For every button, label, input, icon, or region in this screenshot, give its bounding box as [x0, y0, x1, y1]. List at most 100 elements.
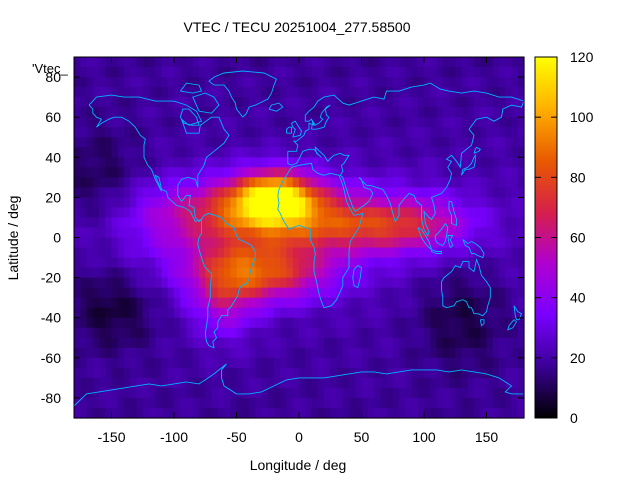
heatmap-cell: [155, 117, 163, 128]
heatmap-cell: [380, 57, 388, 68]
heatmap-cell: [355, 347, 363, 359]
heatmap-cell: [186, 127, 194, 138]
heatmap-cell: [199, 77, 206, 88]
heatmap-cell: [430, 207, 438, 219]
heatmap-cell: [117, 237, 125, 249]
heatmap-cell: [486, 277, 494, 289]
heatmap-cell: [486, 387, 494, 399]
heatmap-cell: [311, 397, 319, 409]
heatmap-cell: [480, 377, 488, 389]
heatmap-cell: [199, 287, 206, 299]
heatmap-cell: [299, 307, 306, 319]
heatmap-cell: [305, 197, 313, 209]
heatmap-cell: [130, 227, 138, 239]
heatmap-cell: [211, 407, 219, 419]
heatmap-cell: [499, 57, 506, 68]
heatmap-cell: [255, 87, 263, 98]
heatmap-cell: [167, 227, 175, 239]
heatmap-cell: [211, 337, 219, 349]
heatmap-cell: [299, 127, 306, 138]
australia-coast: [441, 258, 491, 317]
heatmap-cell: [286, 87, 294, 98]
heatmap-cell: [355, 307, 363, 319]
heatmap-cell: [280, 397, 288, 409]
heatmap-cell: [449, 257, 456, 269]
heatmap-cell: [436, 137, 444, 148]
heatmap-cell: [324, 167, 331, 178]
heatmap-cell: [117, 327, 125, 339]
heatmap-cell: [324, 247, 331, 259]
heatmap-cell: [311, 237, 319, 249]
heatmap-cell: [455, 307, 463, 319]
heatmap-cell: [349, 167, 356, 178]
heatmap-cell: [442, 297, 450, 309]
heatmap-cell: [311, 207, 319, 219]
heatmap-cell: [92, 117, 100, 128]
heatmap-cell: [286, 247, 294, 259]
heatmap-cell: [74, 147, 81, 158]
heatmap-cell: [236, 237, 244, 249]
heatmap-cell: [511, 207, 519, 219]
heatmap-cell: [361, 377, 369, 389]
heatmap-cell: [261, 257, 269, 269]
heatmap-cell: [374, 247, 381, 259]
heatmap-cell: [167, 317, 175, 329]
heatmap-cell: [367, 187, 375, 198]
heatmap-cell: [405, 267, 413, 279]
heatmap-cell: [349, 197, 356, 209]
heatmap-cell: [274, 117, 281, 128]
heatmap-cell: [361, 267, 369, 279]
heatmap-cell: [105, 267, 113, 279]
heatmap-cell: [130, 117, 138, 128]
heatmap-cell: [292, 267, 300, 279]
heatmap-cell: [111, 287, 119, 299]
heatmap-cell: [424, 377, 431, 389]
heatmap-cell: [380, 347, 388, 359]
heatmap-cell: [280, 377, 288, 389]
heatmap-cell: [286, 227, 294, 239]
heatmap-cell: [205, 247, 213, 259]
heatmap-cell: [74, 127, 81, 138]
heatmap-cell: [311, 287, 319, 299]
heatmap-cell: [161, 357, 169, 369]
heatmap-cell: [367, 327, 375, 339]
heatmap-cell: [292, 77, 300, 88]
heatmap-cell: [236, 297, 244, 309]
heatmap-cell: [236, 257, 244, 269]
heatmap-cell: [367, 207, 375, 219]
heatmap-cell: [242, 227, 250, 239]
heatmap-cell: [324, 307, 331, 319]
heatmap-cell: [180, 277, 188, 289]
heatmap-cell: [374, 67, 381, 78]
heatmap-cell: [417, 327, 425, 339]
heatmap-cell: [230, 157, 238, 168]
heatmap-cell: [342, 137, 350, 148]
heatmap-cell: [505, 297, 513, 309]
heatmap-cell: [449, 107, 456, 118]
heatmap-cell: [92, 57, 100, 68]
heatmap-cell: [217, 87, 225, 98]
heatmap-cell: [417, 67, 425, 78]
heatmap-cell: [330, 287, 338, 299]
heatmap-cell: [261, 327, 269, 339]
heatmap-cell: [205, 67, 213, 78]
heatmap-cell: [205, 287, 213, 299]
heatmap-cell: [186, 327, 194, 339]
heatmap-cell: [442, 217, 450, 229]
heatmap-cell: [455, 277, 463, 289]
heatmap-cell: [211, 357, 219, 369]
heatmap-cell: [392, 397, 400, 409]
heatmap-cell: [155, 107, 163, 118]
heatmap-cell: [324, 237, 331, 249]
heatmap-cell: [305, 177, 313, 188]
heatmap-cell: [399, 367, 406, 379]
heatmap-cell: [336, 377, 344, 389]
heatmap-cell: [461, 287, 469, 299]
heatmap-cell: [124, 57, 131, 68]
heatmap-cell: [455, 157, 463, 168]
heatmap-cell: [199, 397, 206, 409]
heatmap-cell: [186, 77, 194, 88]
heatmap-cell: [305, 367, 313, 379]
heatmap-cell: [161, 277, 169, 289]
heatmap-cell: [92, 127, 100, 138]
